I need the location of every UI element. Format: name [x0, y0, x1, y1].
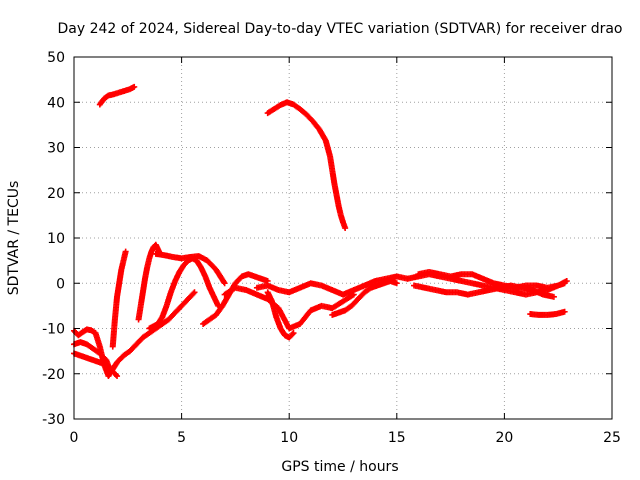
axis-ticks: 0 5 10 15 20 25 -30 -20 -10 0 10 20 30 40 50 — [42, 50, 621, 446]
series-arc-18 — [527, 308, 568, 318]
y-axis-label: SDTVAR / TECUs — [6, 181, 22, 296]
y-tick-label: -10 — [42, 322, 65, 338]
data-point — [191, 289, 198, 296]
data-point — [221, 280, 228, 287]
series-arc-13 — [253, 273, 411, 298]
series-arc-17 — [415, 268, 570, 291]
y-tick-label: 0 — [56, 276, 65, 292]
data-point — [561, 308, 568, 315]
data-point — [122, 248, 129, 255]
series-arc-7 — [135, 241, 164, 323]
series-arc-6 — [109, 248, 129, 350]
series-arc-5 — [71, 339, 114, 375]
y-tick-label: 30 — [47, 141, 65, 157]
x-tick-label: 5 — [177, 430, 186, 446]
y-tick-label: 10 — [47, 231, 65, 247]
x-tick-label: 10 — [280, 430, 298, 446]
x-tick-label: 15 — [388, 430, 406, 446]
data-point — [190, 290, 197, 297]
data-point — [107, 368, 114, 375]
series-arc-14 — [329, 277, 400, 318]
y-tick-label: 20 — [47, 186, 65, 202]
x-axis-label: GPS time / hours — [281, 459, 398, 475]
y-tick-label: -30 — [42, 412, 65, 428]
y-tick-label: -20 — [42, 367, 65, 383]
data-points — [71, 83, 570, 380]
series-arc-12 — [264, 289, 297, 341]
series-arc-3 — [71, 289, 198, 380]
series-arc-8 — [146, 255, 222, 332]
series-arc-9 — [152, 250, 228, 287]
data-point — [563, 277, 570, 284]
series-arc-10 — [200, 271, 271, 327]
y-tick-label: 50 — [47, 50, 65, 66]
chart-title: Day 242 of 2024, Sidereal Day-to-day VTE… — [57, 21, 622, 37]
x-tick-label: 0 — [70, 430, 79, 446]
x-tick-label: 20 — [495, 430, 513, 446]
y-tick-label: 40 — [47, 95, 65, 111]
grid-lines — [74, 57, 612, 419]
data-point — [393, 280, 400, 287]
data-point — [342, 225, 349, 232]
data-point — [112, 371, 119, 378]
data-point — [550, 293, 557, 300]
data-point — [290, 330, 297, 337]
series-arc-2 — [264, 99, 349, 232]
data-point — [114, 373, 121, 380]
data-point — [289, 331, 296, 338]
x-tick-label: 25 — [603, 430, 621, 446]
series-arc-1 — [96, 83, 138, 108]
data-point — [131, 83, 138, 90]
